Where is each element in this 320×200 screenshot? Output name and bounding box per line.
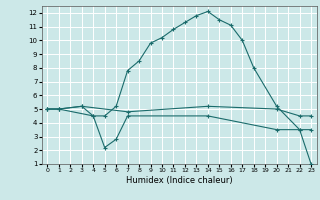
X-axis label: Humidex (Indice chaleur): Humidex (Indice chaleur)	[126, 176, 233, 185]
